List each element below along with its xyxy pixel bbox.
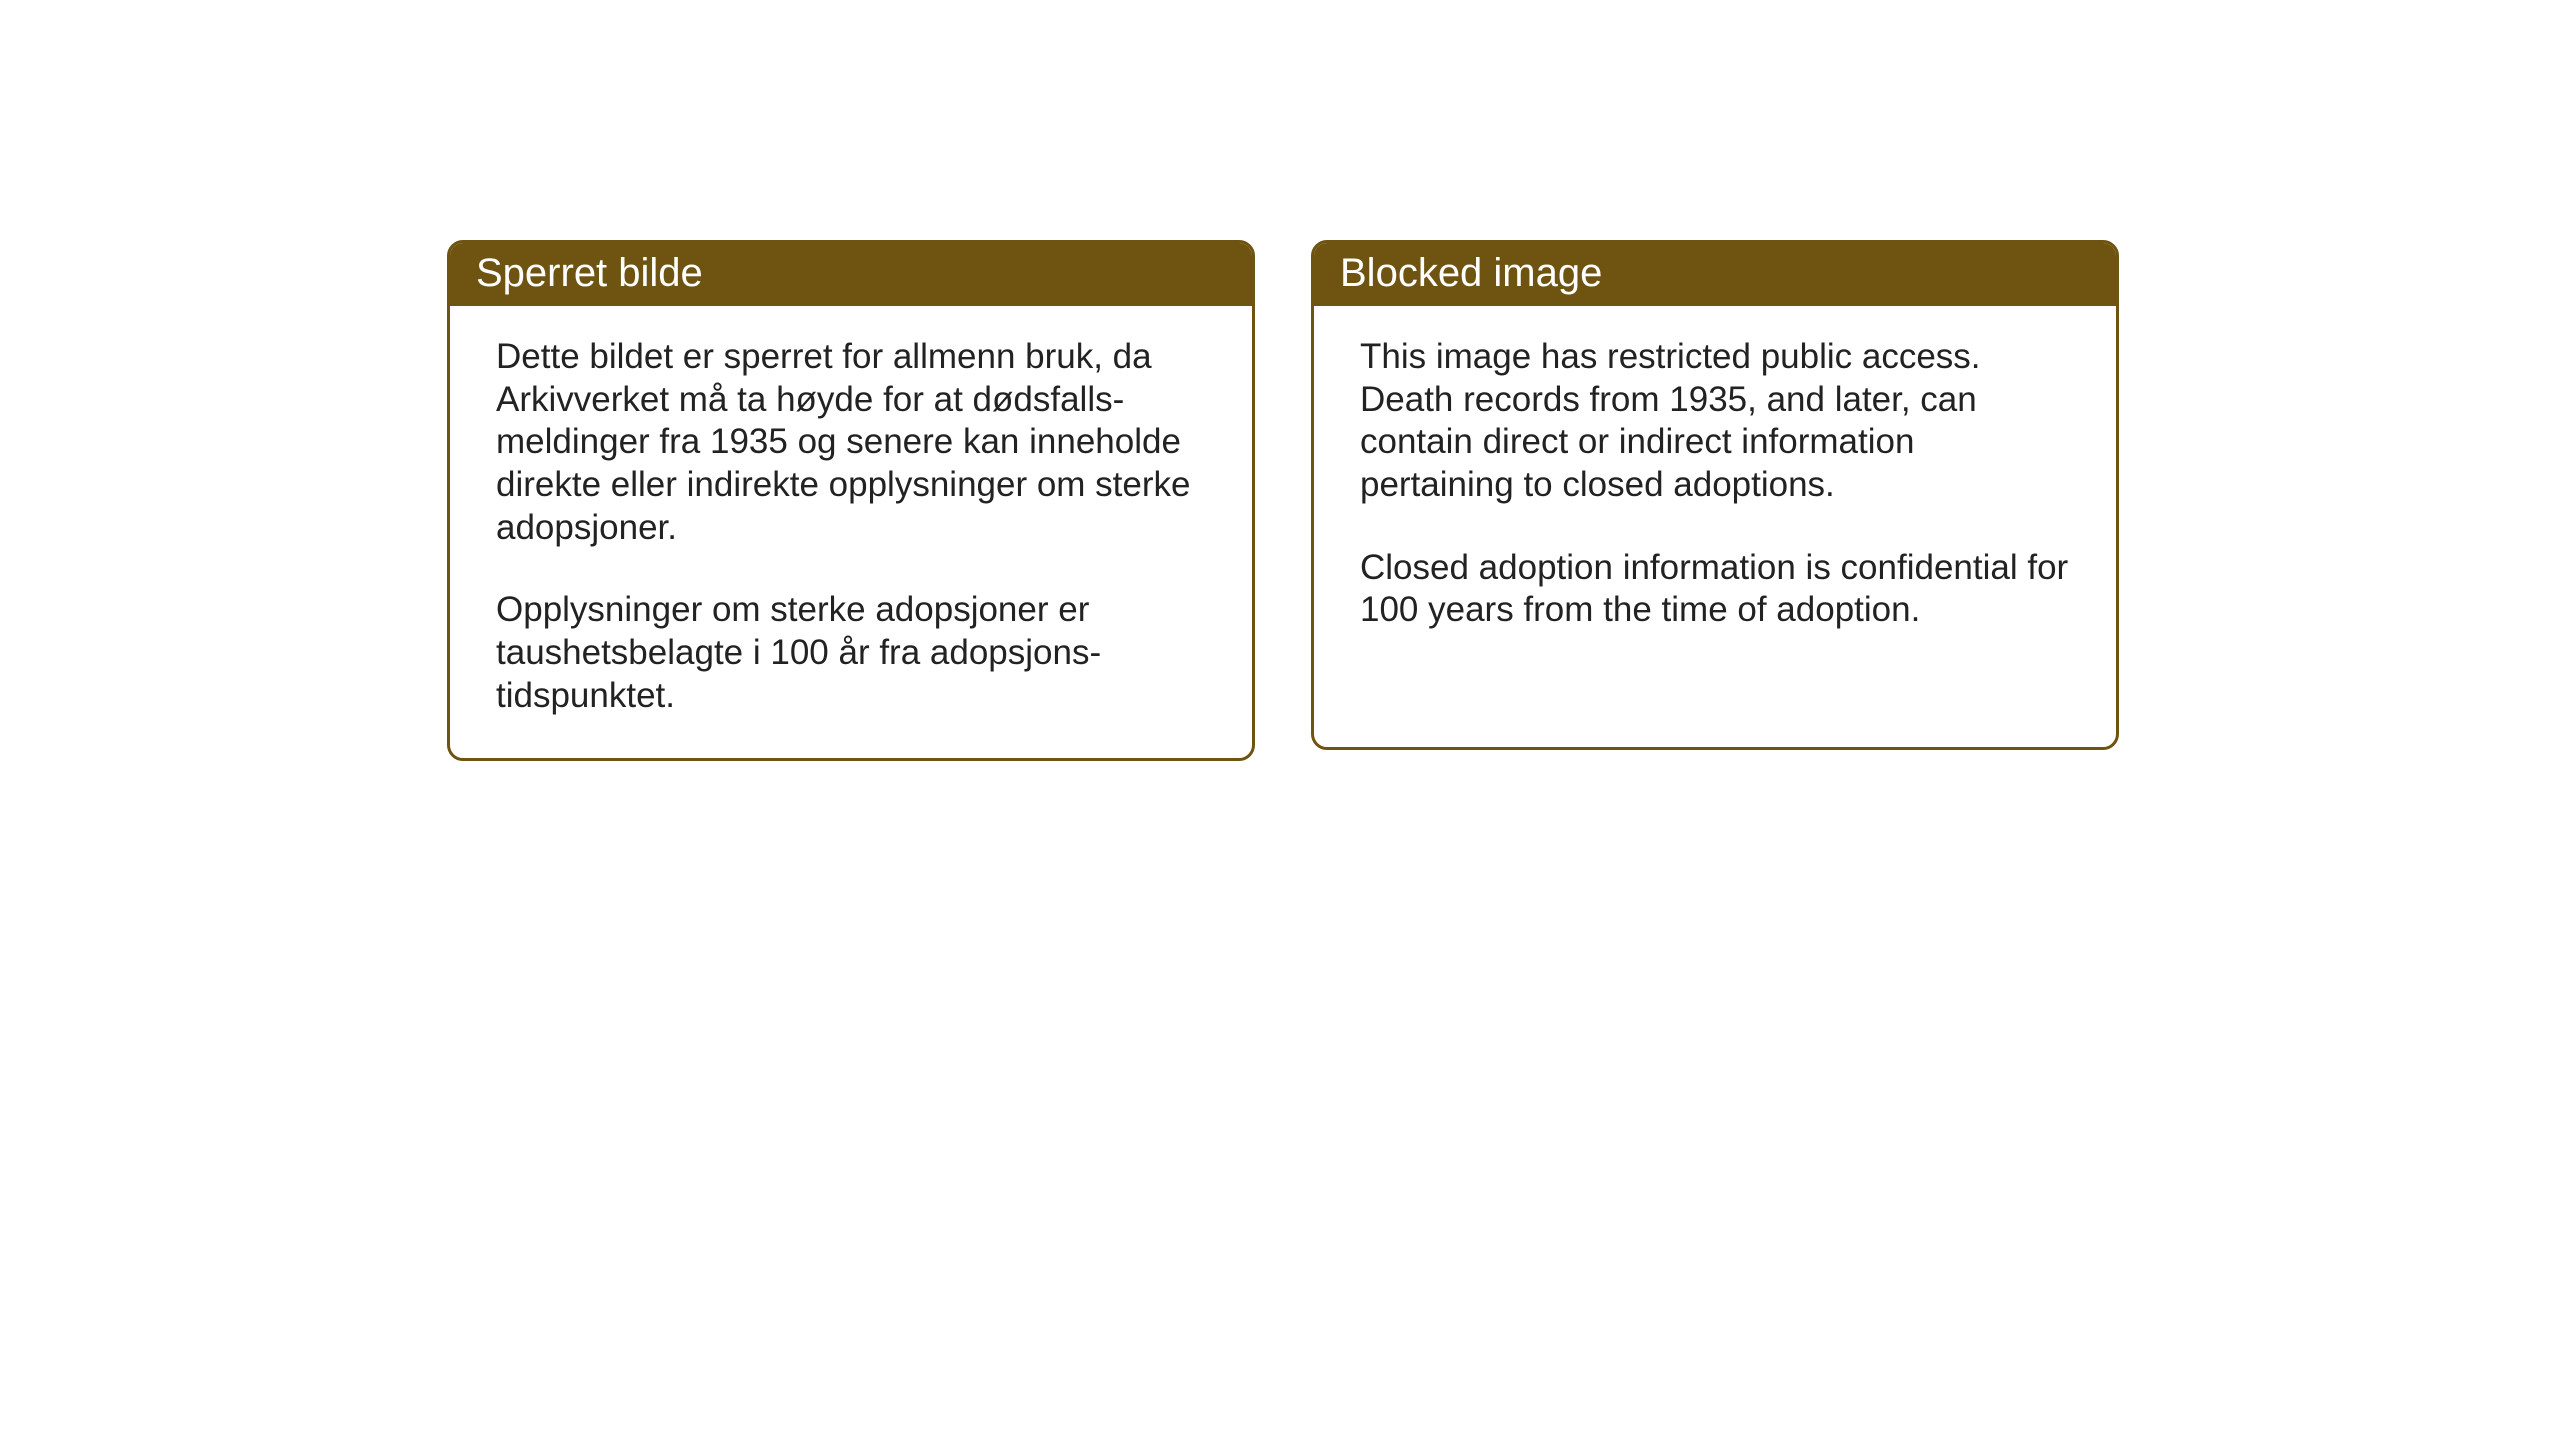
- panel-norwegian-body: Dette bildet er sperret for allmenn bruk…: [450, 306, 1252, 758]
- panel-norwegian-title: Sperret bilde: [476, 251, 703, 295]
- panel-norwegian-para1: Dette bildet er sperret for allmenn bruk…: [496, 336, 1210, 549]
- panel-norwegian-para2: Opplysninger om sterke adopsjoner er tau…: [496, 589, 1210, 717]
- panel-english-header: Blocked image: [1314, 243, 2116, 306]
- panel-english-para1: This image has restricted public access.…: [1360, 336, 2074, 507]
- panel-english-title: Blocked image: [1340, 251, 1602, 295]
- panel-english-para2: Closed adoption information is confident…: [1360, 547, 2074, 632]
- panel-norwegian-header: Sperret bilde: [450, 243, 1252, 306]
- panel-english-body: This image has restricted public access.…: [1314, 306, 2116, 672]
- panels-container: Sperret bilde Dette bildet er sperret fo…: [447, 240, 2119, 761]
- panel-norwegian: Sperret bilde Dette bildet er sperret fo…: [447, 240, 1255, 761]
- panel-english: Blocked image This image has restricted …: [1311, 240, 2119, 750]
